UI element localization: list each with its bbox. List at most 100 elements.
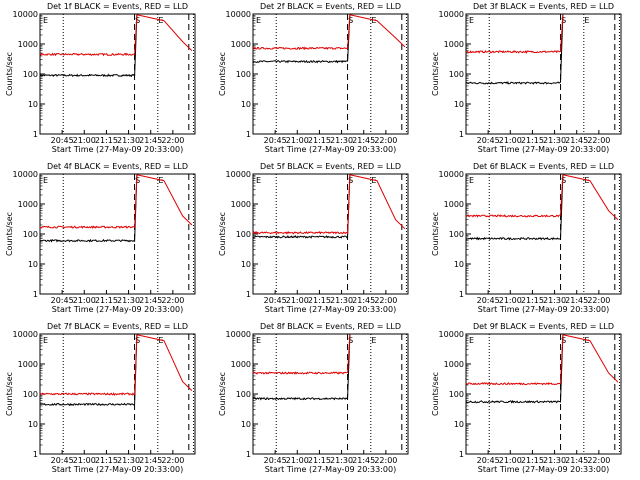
marker-e-left: E (43, 16, 48, 25)
y-axis-label: Counts/sec (431, 52, 440, 96)
x-tick-label: 21:00 (286, 296, 309, 305)
marker-e-left: E (43, 336, 48, 345)
x-tick-label: 21:00 (73, 296, 96, 305)
y-tick-label: 1000 (18, 200, 38, 209)
x-tick-label: 21:45 (352, 296, 375, 305)
y-tick-label: 10 (241, 420, 251, 429)
x-tick-label: 21:00 (499, 456, 522, 465)
series-line-lld (465, 334, 619, 386)
y-tick-label: 1000 (231, 200, 251, 209)
marker-e-left: E (256, 336, 261, 345)
x-tick-label: 21:00 (499, 296, 522, 305)
panel-title: Det 1f BLACK = Events, RED = LLD (47, 2, 188, 11)
panel-title: Det 4f BLACK = Events, RED = LLD (47, 162, 188, 171)
x-tick-label: 21:15 (308, 136, 331, 145)
y-tick-label: 1 (246, 450, 251, 459)
x-tick-label: 21:15 (521, 136, 544, 145)
y-tick-label: 100 (23, 230, 38, 239)
series-line-events (39, 334, 138, 407)
panel-det-2: Det 2f BLACK = Events, RED = LLD 1 10 100 10… (218, 2, 409, 154)
series-line-events (465, 174, 564, 241)
panel-det-5: Det 5f BLACK = Events, RED = LLD 1 10 100 10… (218, 162, 409, 314)
panel-det-3: Det 3f BLACK = Events, RED = LLD 1 10 100 10… (431, 2, 622, 154)
x-tick-label: 21:30 (330, 296, 353, 305)
x-tick-label: 20:45 (477, 136, 500, 145)
x-axis-label: Start Time (27-May-09 20:33:00) (52, 305, 183, 314)
x-tick-label: 22:00 (161, 456, 184, 465)
y-tick-label: 10000 (439, 330, 464, 339)
x-axis-label: Start Time (27-May-09 20:33:00) (52, 145, 183, 154)
x-tick-label: 21:30 (117, 456, 140, 465)
series-line-events (39, 174, 138, 243)
y-tick-label: 1000 (444, 360, 464, 369)
y-tick-label: 100 (23, 390, 38, 399)
x-tick-label: 21:15 (95, 136, 118, 145)
y-tick-label: 10000 (439, 170, 464, 179)
x-axis-label: Start Time (27-May-09 20:33:00) (52, 465, 183, 474)
y-tick-label: 10000 (13, 10, 38, 19)
y-tick-label: 1 (33, 130, 38, 139)
x-tick-label: 22:00 (587, 136, 610, 145)
x-tick-label: 21:15 (95, 296, 118, 305)
marker-s: S (348, 336, 353, 345)
x-tick-label: 21:30 (543, 296, 566, 305)
panel-det-6: Det 6f BLACK = Events, RED = LLD 1 10 100 10… (431, 162, 622, 314)
y-axis-label: Counts/sec (218, 52, 227, 96)
y-tick-label: 10000 (439, 10, 464, 19)
marker-e-left: E (469, 176, 474, 185)
x-tick-label: 21:15 (308, 456, 331, 465)
y-axis-label: Counts/sec (431, 212, 440, 256)
y-axis-label: Counts/sec (5, 212, 14, 256)
y-tick-label: 1 (33, 290, 38, 299)
y-tick-label: 10000 (13, 170, 38, 179)
marker-e: E (584, 16, 589, 25)
panel-title: Det 9f BLACK = Events, RED = LLD (473, 322, 614, 331)
x-axis-label: Start Time (27-May-09 20:33:00) (265, 145, 396, 154)
y-tick-label: 100 (449, 230, 464, 239)
x-tick-label: 21:00 (73, 136, 96, 145)
y-tick-label: 1 (246, 130, 251, 139)
x-tick-label: 20:45 (477, 456, 500, 465)
x-tick-label: 21:30 (330, 136, 353, 145)
series-line-lld (39, 14, 193, 57)
marker-e-left: E (256, 176, 261, 185)
y-tick-label: 100 (23, 70, 38, 79)
x-tick-label: 22:00 (587, 296, 610, 305)
marker-s: S (348, 16, 353, 25)
x-tick-label: 21:15 (521, 456, 544, 465)
x-tick-label: 21:15 (521, 296, 544, 305)
x-tick-label: 21:30 (117, 136, 140, 145)
x-tick-label: 21:45 (352, 456, 375, 465)
marker-s: S (561, 336, 566, 345)
x-tick-label: 21:45 (352, 136, 375, 145)
marker-s: S (135, 16, 140, 25)
panel-det-8: Det 8f BLACK = Events, RED = LLD 1 10 100 10… (218, 322, 409, 474)
y-tick-label: 10 (28, 100, 38, 109)
x-tick-label: 21:45 (565, 456, 588, 465)
series-line-lld (39, 334, 193, 396)
x-tick-label: 21:00 (499, 136, 522, 145)
y-tick-label: 10000 (13, 330, 38, 339)
x-tick-label: 21:45 (565, 136, 588, 145)
y-tick-label: 100 (236, 70, 251, 79)
x-axis-label: Start Time (27-May-09 20:33:00) (478, 145, 609, 154)
marker-s: S (348, 176, 353, 185)
x-tick-label: 22:00 (161, 296, 184, 305)
x-tick-label: 21:45 (139, 136, 162, 145)
x-tick-label: 21:30 (543, 136, 566, 145)
series-line-events (252, 334, 351, 401)
y-tick-label: 100 (236, 390, 251, 399)
y-tick-label: 1000 (18, 40, 38, 49)
y-tick-label: 1 (459, 290, 464, 299)
y-axis-label: Counts/sec (5, 52, 14, 96)
x-tick-label: 21:45 (139, 456, 162, 465)
x-tick-label: 22:00 (587, 456, 610, 465)
series-line-lld (252, 14, 406, 51)
y-tick-label: 1 (459, 130, 464, 139)
y-tick-label: 10 (454, 100, 464, 109)
marker-e-left: E (43, 176, 48, 185)
y-axis-label: Counts/sec (218, 212, 227, 256)
panel-det-1: Det 1f BLACK = Events, RED = LLD 1 10 100 10… (5, 2, 196, 154)
x-tick-label: 20:45 (477, 296, 500, 305)
